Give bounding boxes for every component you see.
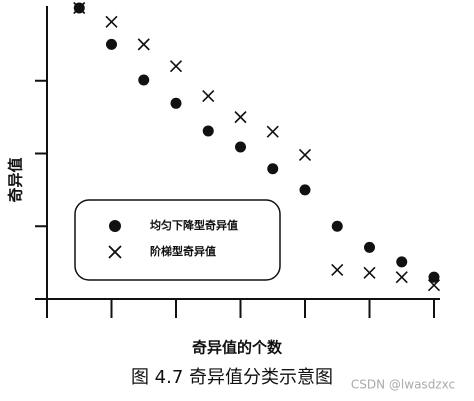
watermark: CSDN @lwasdzxc	[351, 378, 455, 392]
point	[298, 148, 312, 162]
point	[395, 271, 408, 284]
point	[428, 271, 440, 283]
point	[396, 256, 408, 268]
point	[106, 38, 117, 50]
legend-marker	[109, 220, 121, 232]
legend-box	[74, 199, 281, 281]
point	[234, 111, 247, 124]
point	[363, 266, 376, 279]
point	[202, 89, 215, 103]
x-axis-label: 奇异值的个数	[192, 339, 283, 357]
caption: 图 4.7 奇异值分类示意图	[131, 367, 333, 388]
point	[364, 241, 375, 253]
point	[170, 97, 182, 109]
point	[267, 163, 279, 175]
point	[169, 60, 183, 73]
point	[331, 220, 343, 232]
point	[427, 279, 441, 292]
point	[202, 125, 214, 137]
point	[73, 1, 86, 15]
legend-marker	[108, 245, 122, 259]
y-axis-label: 奇异值	[7, 157, 25, 202]
point	[105, 15, 118, 28]
legend-label: 均匀下降型奇异值	[150, 218, 238, 232]
point	[331, 263, 344, 276]
point	[266, 125, 279, 138]
legend-label: 阶梯型奇异值	[150, 244, 216, 258]
point	[235, 141, 246, 153]
point	[299, 184, 311, 196]
point	[137, 38, 150, 51]
point	[138, 74, 150, 86]
